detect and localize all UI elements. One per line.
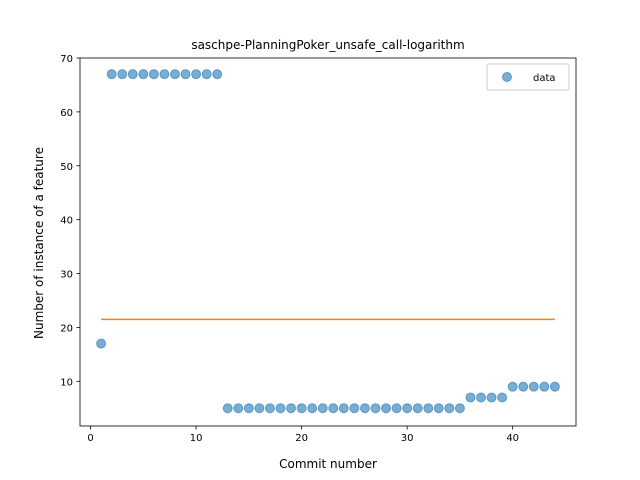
- data-point: [539, 381, 550, 392]
- data-point: [138, 69, 149, 80]
- data-point: [159, 69, 170, 80]
- x-axis: 0 10 20 30 40: [87, 426, 519, 444]
- data-point: [317, 403, 328, 414]
- data-point: [286, 403, 297, 414]
- data-point: [423, 403, 434, 414]
- data-point: [233, 403, 244, 414]
- y-tick-label: 60: [60, 108, 73, 119]
- data-point: [191, 69, 202, 80]
- data-point: [370, 403, 381, 414]
- data-point: [391, 403, 402, 414]
- data-point: [528, 381, 539, 392]
- x-tick-label: 20: [295, 433, 308, 444]
- data-point: [307, 403, 318, 414]
- x-tick-label: 30: [401, 433, 414, 444]
- data-point: [359, 403, 370, 414]
- data-point: [180, 69, 191, 80]
- data-point: [381, 403, 392, 414]
- y-tick-label: 30: [60, 270, 73, 281]
- y-axis-label: Number of instance of a feature: [32, 147, 46, 339]
- data-point: [148, 69, 159, 80]
- y-tick-label: 70: [60, 54, 73, 65]
- data-point: [117, 69, 128, 80]
- y-axis: 10 20 30 40 50 60 70: [60, 54, 80, 388]
- data-point: [106, 69, 117, 80]
- data-point: [96, 338, 107, 349]
- data-point: [296, 403, 307, 414]
- data-point: [518, 381, 529, 392]
- legend-marker: [502, 72, 512, 82]
- data-point: [201, 69, 212, 80]
- legend: data: [486, 63, 570, 91]
- y-tick-label: 40: [60, 216, 73, 227]
- data-point: [127, 69, 138, 80]
- data-point: [275, 403, 286, 414]
- x-tick-label: 10: [190, 433, 203, 444]
- data-point: [476, 392, 487, 403]
- data-point: [222, 403, 233, 414]
- data-point: [243, 403, 254, 414]
- data-point: [254, 403, 265, 414]
- y-tick-label: 50: [60, 162, 73, 173]
- x-tick-label: 0: [87, 433, 93, 444]
- chart-title: saschpe-PlanningPoker_unsafe_call-logari…: [191, 38, 464, 52]
- data-point: [497, 392, 508, 403]
- data-point: [507, 381, 518, 392]
- plot-area: [79, 57, 577, 427]
- plot-background: [80, 58, 576, 426]
- axes-frame: [79, 57, 577, 427]
- data-point: [486, 392, 497, 403]
- legend-label: data: [533, 73, 556, 84]
- y-tick-label: 10: [60, 377, 73, 388]
- data-point: [465, 392, 476, 403]
- x-tick-label: 40: [506, 433, 519, 444]
- data-point: [454, 403, 465, 414]
- data-point: [212, 69, 223, 80]
- data-point: [549, 381, 560, 392]
- data-point: [402, 403, 413, 414]
- x-axis-label: Commit number: [279, 457, 377, 471]
- data-point: [338, 403, 349, 414]
- data-point: [412, 403, 423, 414]
- data-point: [444, 403, 455, 414]
- y-tick-label: 20: [60, 323, 73, 334]
- data-point: [264, 403, 275, 414]
- legend-box: [486, 63, 570, 91]
- data-point: [169, 69, 180, 80]
- data-point: [328, 403, 339, 414]
- data-point: [349, 403, 360, 414]
- data-point: [433, 403, 444, 414]
